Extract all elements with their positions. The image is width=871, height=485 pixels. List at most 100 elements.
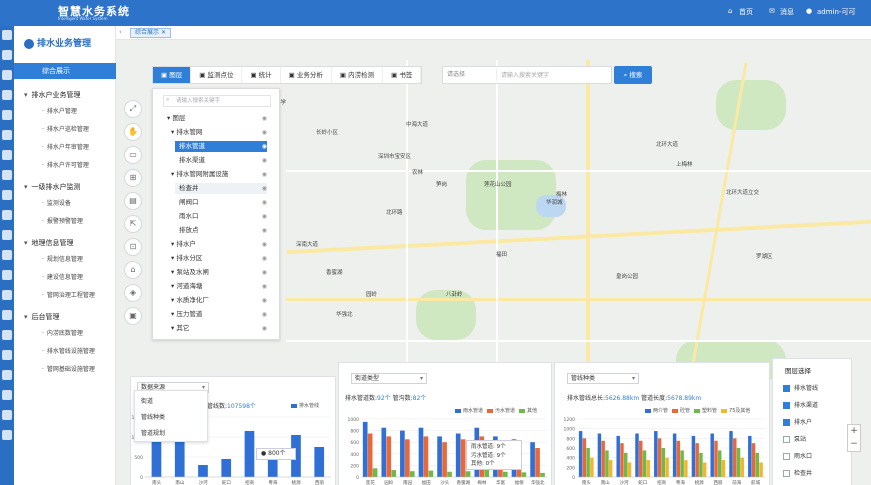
layer-item[interactable]: ▾ 泵站及水闸 ◉ — [167, 267, 267, 278]
dropdown-option[interactable]: 街道 — [141, 398, 154, 405]
search-input[interactable]: 请输入搜索关键字 — [501, 72, 550, 79]
chevron-down-icon[interactable]: ▾ — [171, 268, 177, 276]
search-box[interactable]: 请选择 请输入搜索关键字 — [442, 66, 612, 84]
layer-item[interactable]: ▾ 河道海塘 ◉ — [167, 281, 267, 292]
sidebar-item-overview[interactable]: 综合展示 — [14, 63, 116, 79]
layer-item[interactable]: ▾ 排水管网 ◉ — [167, 127, 267, 138]
module-icon[interactable] — [2, 150, 12, 160]
module-icon[interactable] — [2, 410, 12, 420]
layer-item[interactable]: 闸阀口 ◉ — [175, 197, 267, 208]
layer-checkbox[interactable]: 雨水口 — [783, 451, 812, 460]
module-icon[interactable] — [2, 70, 12, 80]
checkbox-icon[interactable] — [783, 436, 790, 443]
sidebar-group[interactable]: 一级排水户监测 — [24, 182, 81, 192]
search-type-select[interactable]: 请选择 — [445, 69, 497, 81]
eye-icon[interactable]: ◉ — [261, 185, 267, 192]
share-icon[interactable]: ⇱ — [124, 215, 142, 233]
nav-messages[interactable]: 消息 — [780, 8, 794, 16]
module-icon[interactable] — [2, 430, 12, 440]
eye-icon[interactable]: ◉ — [261, 311, 267, 318]
chevron-down-icon[interactable]: ▾ — [171, 282, 177, 290]
sidebar-group[interactable]: 后台管理 — [24, 312, 60, 322]
layer-item[interactable]: 雨水口 ◉ — [175, 211, 267, 222]
module-icon[interactable] — [2, 210, 12, 220]
checkbox-icon[interactable] — [783, 419, 790, 426]
measure-icon[interactable]: ⊞ — [124, 169, 142, 187]
module-icon[interactable] — [2, 310, 12, 320]
zoom-in-button[interactable]: + — [850, 426, 858, 436]
module-icon[interactable] — [2, 330, 12, 340]
eye-icon[interactable]: ◉ — [261, 115, 267, 122]
checkbox-icon[interactable] — [783, 470, 790, 477]
toolbar-monitor-button[interactable]: ▣ 内涝检测 — [332, 67, 384, 83]
dropdown-option[interactable]: 管道规划 — [141, 430, 166, 437]
module-icon[interactable] — [2, 190, 12, 200]
sidebar-item[interactable]: 管网基础设施管理 — [42, 364, 95, 373]
layer-item[interactable]: 排放点 ◉ — [175, 225, 267, 236]
module-icon[interactable] — [2, 270, 12, 280]
layer-item[interactable]: ▾ 其它 ◉ — [167, 323, 267, 334]
eye-icon[interactable]: ◉ — [261, 199, 267, 206]
layer-checkbox[interactable]: 检查井 — [783, 468, 812, 477]
user-name[interactable]: admin-可可 — [817, 8, 856, 16]
search-button[interactable]: ⌕ 搜索 — [614, 66, 652, 84]
sidebar-item[interactable]: 报警预警管理 — [42, 216, 83, 225]
sidebar-item[interactable]: 排水户管理 — [42, 106, 77, 115]
eye-icon[interactable]: ◉ — [261, 213, 267, 220]
chevron-down-icon[interactable]: ▾ — [171, 128, 177, 136]
chevron-down-icon[interactable]: ▾ — [171, 310, 177, 318]
layer-item[interactable]: 排水渠道 ◉ — [175, 155, 267, 166]
chevron-down-icon[interactable]: ▾ — [171, 254, 177, 262]
print-icon[interactable]: ▣ — [124, 307, 142, 325]
layers-icon[interactable]: ◈ — [124, 284, 142, 302]
home-icon[interactable]: ⌂ — [728, 7, 733, 15]
checkbox-icon[interactable] — [783, 453, 790, 460]
module-icon[interactable] — [2, 30, 12, 40]
module-icon[interactable] — [2, 290, 12, 300]
toolbar-chart-button[interactable]: ▣ 统计 — [242, 67, 281, 83]
eye-icon[interactable]: ◉ — [261, 269, 267, 276]
chevron-down-icon[interactable]: ▾ — [171, 170, 177, 178]
eye-icon[interactable]: ◉ — [261, 325, 267, 332]
sidebar-item[interactable]: 排水户巡检管理 — [42, 124, 89, 133]
toolbar-bookmark-button[interactable]: ▣ 书签 — [383, 67, 422, 83]
layer-checkbox[interactable]: 排水渠道 — [783, 400, 818, 409]
toolbar-location-button[interactable]: ▣ 监测点位 — [191, 67, 243, 83]
dropdown-option[interactable]: 管线种类 — [141, 414, 166, 421]
map-canvas[interactable]: 一宗大厦白云小学中海大道长岭小区深圳市宝安区北环大道莲花山公园北环路笋岗深南大道… — [116, 40, 871, 485]
ruler-icon[interactable]: ▤ — [124, 192, 142, 210]
eye-icon[interactable]: ◉ — [261, 227, 267, 234]
layer-item[interactable]: ▾ 水质净化厂 ◉ — [167, 295, 267, 306]
zoom-out-button[interactable]: − — [850, 439, 858, 449]
sidebar-group[interactable]: 排水户业务管理 — [24, 90, 81, 100]
eye-icon[interactable]: ◉ — [261, 283, 267, 290]
eye-icon[interactable]: ◉ — [261, 255, 267, 262]
layer-checkbox[interactable]: 排水户 — [783, 417, 812, 426]
toolbar-analysis-button[interactable]: ▣ 业务分析 — [281, 67, 332, 83]
layer-search-input[interactable]: 请输入搜索关键字 — [163, 95, 271, 107]
tab-overview[interactable]: 综合展示 ✕ — [130, 28, 171, 38]
sidebar-item[interactable]: 内涝底数管理 — [42, 328, 83, 337]
chevron-down-icon[interactable]: ▾ — [171, 324, 177, 332]
chevron-down-icon[interactable]: ▾ — [171, 240, 177, 248]
eye-icon[interactable]: ◉ — [261, 241, 267, 248]
module-icon[interactable] — [2, 90, 12, 100]
street-type-dropdown[interactable]: 街道类型 — [351, 373, 427, 384]
expand-icon[interactable]: ⤢ — [124, 100, 142, 118]
eye-icon[interactable]: ◉ — [261, 157, 267, 164]
layer-item[interactable]: ▾ 图层 ◉ — [163, 113, 267, 124]
sidebar-item[interactable]: 排水户年审管理 — [42, 142, 89, 151]
sidebar-item[interactable]: 排水管线设施管理 — [42, 346, 95, 355]
eye-icon[interactable]: ◉ — [261, 171, 267, 178]
module-icon[interactable] — [2, 110, 12, 120]
sidebar-item[interactable]: 排水户许可管理 — [42, 160, 89, 169]
layer-item[interactable]: ▾ 排水分区 ◉ — [167, 253, 267, 264]
close-icon[interactable]: ✕ — [160, 29, 166, 36]
screen-icon[interactable]: ▭ — [124, 146, 142, 164]
module-icon[interactable] — [2, 390, 12, 400]
eye-icon[interactable]: ◉ — [261, 297, 267, 304]
layer-item[interactable]: ▾ 排水户 ◉ — [167, 239, 267, 250]
module-icon[interactable] — [2, 350, 12, 360]
user-icon[interactable]: ● — [806, 7, 813, 15]
module-icon[interactable] — [2, 230, 12, 240]
